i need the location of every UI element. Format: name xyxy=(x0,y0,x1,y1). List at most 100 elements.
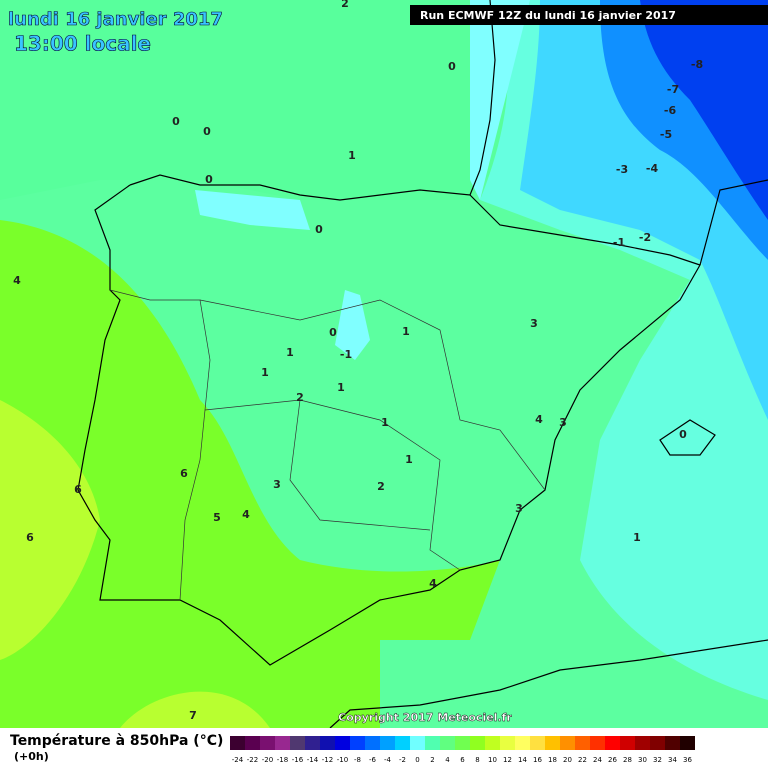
legend-subtitle: (+0h) xyxy=(14,750,49,763)
color-swatch xyxy=(380,736,395,750)
contour-label: 0 xyxy=(315,223,323,236)
color-swatch xyxy=(320,736,335,750)
contour-label: 0 xyxy=(203,125,211,138)
coast-france xyxy=(699,179,768,266)
coastlines xyxy=(77,0,768,729)
contour-label: 5 xyxy=(213,511,221,524)
color-swatch xyxy=(575,736,590,750)
contour-label: 2 xyxy=(296,391,304,404)
color-swatch xyxy=(470,736,485,750)
contour-label: 1 xyxy=(405,453,413,466)
contour-label: -1 xyxy=(340,348,352,361)
scale-tick-label: 10 xyxy=(488,756,497,764)
coast-north xyxy=(129,0,496,201)
legend-title: Température à 850hPa (°C) xyxy=(10,733,223,749)
coast-island xyxy=(659,419,716,456)
scale-tick-label: 14 xyxy=(518,756,527,764)
scale-tick-label: 16 xyxy=(533,756,542,764)
scale-tick-label: 32 xyxy=(653,756,662,764)
run-bar xyxy=(410,5,768,25)
scale-tick-label: 18 xyxy=(548,756,557,764)
scale-tick-label: 22 xyxy=(578,756,587,764)
contour-label: 0 xyxy=(172,115,180,128)
copyright: Copyright 2017 Meteociel.fr xyxy=(338,711,512,724)
contour-label: -4 xyxy=(646,162,659,175)
contour-label: 1 xyxy=(348,149,356,162)
contour-label: 1 xyxy=(286,346,294,359)
color-swatch xyxy=(620,736,635,750)
scale-tick-label: 36 xyxy=(683,756,692,764)
contour-label: 3 xyxy=(530,317,538,330)
color-swatch xyxy=(335,736,350,750)
contour-label: -7 xyxy=(667,83,679,96)
scale-tick-label: -18 xyxy=(277,756,288,764)
color-swatch xyxy=(485,736,500,750)
color-swatch xyxy=(635,736,650,750)
color-swatch xyxy=(440,736,455,750)
scale-tick-label: -16 xyxy=(292,756,304,764)
borders xyxy=(109,289,546,601)
color-swatch xyxy=(515,736,530,750)
scale-tick-label: 8 xyxy=(475,756,479,764)
color-swatch xyxy=(395,736,410,750)
contour-label: 1 xyxy=(337,381,345,394)
color-swatch xyxy=(350,736,365,750)
contour-label: 7 xyxy=(189,709,197,722)
color-swatch xyxy=(545,736,560,750)
border-region xyxy=(199,299,546,491)
field-warmer xyxy=(120,691,270,728)
color-swatch xyxy=(245,736,260,750)
date-title: lundi 16 janvier 2017 xyxy=(8,9,223,30)
contour-label: 6 xyxy=(74,483,82,496)
color-swatch xyxy=(260,736,275,750)
field-warm xyxy=(0,220,500,728)
contour-label: 2 xyxy=(341,0,349,10)
color-swatch xyxy=(290,736,305,750)
scale-tick-label: -4 xyxy=(384,756,392,764)
contour-label: 2 xyxy=(377,480,385,493)
scale-tick-label: -22 xyxy=(247,756,258,764)
scale-tick-label: -8 xyxy=(354,756,361,764)
scale-tick-label: -12 xyxy=(322,756,333,764)
contour-label: 1 xyxy=(381,416,389,429)
color-swatch xyxy=(365,736,380,750)
scale-tick-label: 34 xyxy=(668,756,677,764)
coast-africa xyxy=(329,639,768,729)
color-scale: -24 -22 -20 -18 -16 -14 -12 -10 -8 -6 -4 -2 0 2 4 6 8 10 1… xyxy=(230,736,695,764)
color-swatch xyxy=(305,736,320,750)
contour-label: 0 xyxy=(329,326,337,339)
contour-labels: 2 0 0 0 1 0 0 -8 -7 -6 -5 -3 -4 -1 -2 4 3 0 1 -1 1 1 1 2 4 3 1 0 1 6 6… xyxy=(13,0,703,722)
field-north xyxy=(0,0,560,200)
border-portugal xyxy=(109,289,211,601)
contour-label: -6 xyxy=(664,104,677,117)
scale-tick-label: -14 xyxy=(307,756,319,764)
scale-tick-label: -2 xyxy=(399,756,406,764)
border-region xyxy=(204,399,461,571)
field-coldest xyxy=(640,0,768,220)
color-swatch xyxy=(530,736,545,750)
scale-tick-label: 0 xyxy=(415,756,419,764)
contour-label: 1 xyxy=(402,325,410,338)
scale-tick-label: 20 xyxy=(563,756,572,764)
scale-tick-label: 4 xyxy=(445,756,450,764)
scale-tick-label: -20 xyxy=(262,756,273,764)
scale-tick-label: 26 xyxy=(608,756,617,764)
contour-label: 3 xyxy=(273,478,281,491)
contour-label: -3 xyxy=(616,163,628,176)
contour-label: -5 xyxy=(660,128,672,141)
border-region xyxy=(289,399,431,531)
color-swatch xyxy=(560,736,575,750)
contour-label: 0 xyxy=(205,173,213,186)
color-swatch xyxy=(650,736,665,750)
run-label: Run ECMWF 12Z du lundi 16 janvier 2017 xyxy=(420,9,676,22)
contour-label: 6 xyxy=(26,531,34,544)
contour-label: 3 xyxy=(515,502,523,515)
scale-tick-label: 30 xyxy=(638,756,647,764)
color-swatch xyxy=(665,736,680,750)
color-swatch xyxy=(500,736,515,750)
coast-iberia xyxy=(77,184,701,666)
scale-tick-label: 24 xyxy=(593,756,602,764)
color-swatch xyxy=(605,736,620,750)
contour-label: 0 xyxy=(448,60,456,73)
